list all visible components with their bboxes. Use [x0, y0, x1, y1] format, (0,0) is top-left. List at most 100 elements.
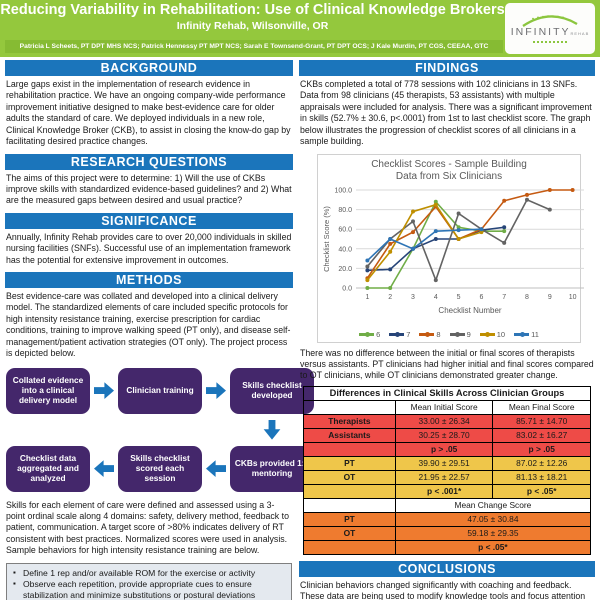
- svg-text:20.0: 20.0: [338, 265, 352, 272]
- legend-dot-icon: [485, 331, 491, 337]
- flow-box-collated-evidence: Collated evidence into a clinical delive…: [6, 367, 90, 414]
- table-cell: p < .001*: [394, 483, 494, 499]
- chart-title: Checklist Scores - Sample Building Data …: [320, 159, 578, 184]
- legend-label: 7: [406, 329, 411, 339]
- arrow-right-icon: [94, 382, 114, 399]
- table-cell: [303, 441, 396, 457]
- background-text: Large gaps exist in the implementation o…: [6, 79, 291, 147]
- list-item: Observe each repetition, provide appropr…: [13, 579, 285, 600]
- left-column: BACKGROUND Large gaps exist in the imple…: [5, 60, 314, 600]
- legend-line-marker-icon: [389, 331, 405, 337]
- table-column-header: [303, 399, 396, 415]
- table-cell: Therapists: [303, 413, 396, 429]
- chart-plot-area: 0.0 20.0 40.0 60.0 80.0 100.0 1 2 3 4 5 6 7 8 9 10 Check…: [322, 187, 584, 315]
- sample-behaviors-box: Define 1 rep and/or available ROM for th…: [6, 562, 292, 600]
- legend-line-marker-icon: [359, 331, 375, 337]
- section-heading-findings: FINDINGS: [299, 60, 595, 76]
- conclusions-text: Clinician behaviors changed significantl…: [300, 579, 586, 600]
- logo-tagline: [533, 40, 567, 43]
- poster-subtitle: Infinity Rehab, Wilsonville, OR: [176, 19, 329, 32]
- table-cell: p > .05: [394, 441, 494, 457]
- arrow-left-icon: [206, 460, 226, 477]
- table-cell: [303, 497, 396, 513]
- arrow-left-icon: [94, 460, 114, 477]
- svg-text:Checklist Number: Checklist Number: [438, 306, 501, 315]
- table-cell: Assistants: [303, 427, 396, 443]
- chart-title-line1: Checklist Scores - Sample Building: [371, 158, 527, 170]
- table-cell: 33.00 ± 26.34: [394, 413, 494, 429]
- legend-label: 8: [436, 329, 441, 339]
- process-flow-diagram: Collated evidence into a clinical delive…: [5, 366, 314, 494]
- table-cell: 85.71 ± 14.70: [492, 413, 591, 429]
- svg-text:9: 9: [548, 294, 552, 301]
- research-questions-text: The aims of this project were to determi…: [6, 172, 292, 206]
- right-column: FINDINGS CKBs completed a total of 778 s…: [299, 60, 595, 600]
- flow-box-skills-checklist-developed: Skills checklist developed: [230, 367, 314, 414]
- svg-text:7: 7: [502, 294, 506, 301]
- table-cell: PT: [303, 455, 396, 471]
- svg-text:100.0: 100.0: [334, 187, 352, 194]
- table-cell: 21.95 ± 22.57: [394, 469, 494, 485]
- legend-line-marker-icon: [449, 331, 465, 337]
- table-cell: 81.13 ± 18.21: [492, 469, 591, 485]
- checklist-scores-chart: Checklist Scores - Sample Building Data …: [317, 153, 584, 343]
- legend-label: 10: [496, 329, 506, 339]
- svg-text:60.0: 60.0: [338, 226, 352, 233]
- arrow-down-icon: [263, 419, 281, 440]
- legend-dot-icon: [519, 331, 525, 337]
- svg-text:2: 2: [388, 294, 392, 301]
- section-heading-significance: SIGNIFICANCE: [5, 212, 293, 229]
- table-cell: 39.90 ± 29.51: [394, 455, 494, 471]
- table-cell: 30.25 ± 28.70: [394, 427, 494, 443]
- flow-box-clinician-training: Clinician training: [118, 367, 202, 414]
- table-cell: 47.05 ± 30.84: [394, 511, 592, 527]
- authors-line: Patricia L Scheets, PT DPT MHS NCS; Patr…: [5, 40, 503, 53]
- legend-item-series-6: 6: [359, 330, 380, 339]
- arrow-right-icon: [206, 382, 226, 399]
- legend-dot-icon: [364, 331, 370, 337]
- flow-box-checklist-data-aggregated: Checklist data aggregated and analyzed: [6, 445, 90, 492]
- findings-note-text: There was no difference between the init…: [300, 347, 594, 381]
- svg-text:8: 8: [525, 294, 529, 301]
- table-cell: [303, 539, 396, 555]
- svg-text:4: 4: [434, 294, 438, 301]
- logo-arc-icon: [522, 15, 578, 28]
- flow-box-ckbs-mentoring: CKBs provided 1:1 mentoring: [230, 445, 314, 492]
- methods-text: Best evidence-care was collated and deve…: [6, 291, 291, 359]
- infinity-rehab-logo: INFINITY REHAB: [505, 3, 595, 54]
- svg-text:10: 10: [569, 294, 577, 301]
- header-banner: Reducing Variability in Rehabilitation: …: [0, 0, 600, 57]
- svg-text:1: 1: [365, 294, 369, 301]
- legend-item-series-8: 8: [419, 329, 441, 339]
- chart-title-line2: Data from Six Clinicians: [395, 171, 503, 183]
- significance-text: Annually, Infinity Rehab provides care t…: [6, 231, 292, 265]
- svg-text:3: 3: [411, 294, 415, 301]
- table-column-header: Mean Final Score: [492, 399, 591, 415]
- legend-line-marker-icon: [479, 331, 495, 337]
- legend-item-series-7: 7: [389, 330, 410, 339]
- table-cell: [303, 483, 396, 499]
- table-cell: p < .05*: [394, 539, 592, 555]
- table-column-header: Mean Initial Score: [394, 399, 494, 415]
- clinical-skills-table: Differences in Clinical Skills Across Cl…: [303, 385, 592, 555]
- skills-assessment-text: Skills for each element of care were def…: [6, 499, 289, 556]
- legend-line-marker-icon: [419, 331, 435, 337]
- svg-text:40.0: 40.0: [338, 246, 352, 253]
- logo-wordmark: INFINITY REHAB: [510, 26, 590, 39]
- table-cell: 87.02 ± 12.26: [492, 455, 591, 471]
- sample-behaviors-list: Define 1 rep and/or available ROM for th…: [13, 568, 285, 600]
- list-item: Define 1 rep and/or available ROM for th…: [13, 568, 285, 579]
- legend-label: 6: [376, 329, 381, 339]
- section-heading-background: BACKGROUND: [5, 60, 293, 76]
- chart-legend: 6 7 8 9 10 11: [320, 330, 578, 339]
- legend-dot-icon: [424, 331, 430, 337]
- legend-label: 11: [531, 329, 539, 339]
- table-title: Differences in Clinical Skills Across Cl…: [303, 385, 591, 401]
- table-cell: p < .05*: [492, 483, 591, 499]
- legend-line-marker-icon: [514, 331, 530, 337]
- table-cell: PT: [303, 511, 396, 527]
- legend-dot-icon: [455, 331, 461, 337]
- table-cell: OT: [303, 525, 396, 541]
- findings-text: CKBs completed a total of 778 sessions w…: [300, 79, 592, 147]
